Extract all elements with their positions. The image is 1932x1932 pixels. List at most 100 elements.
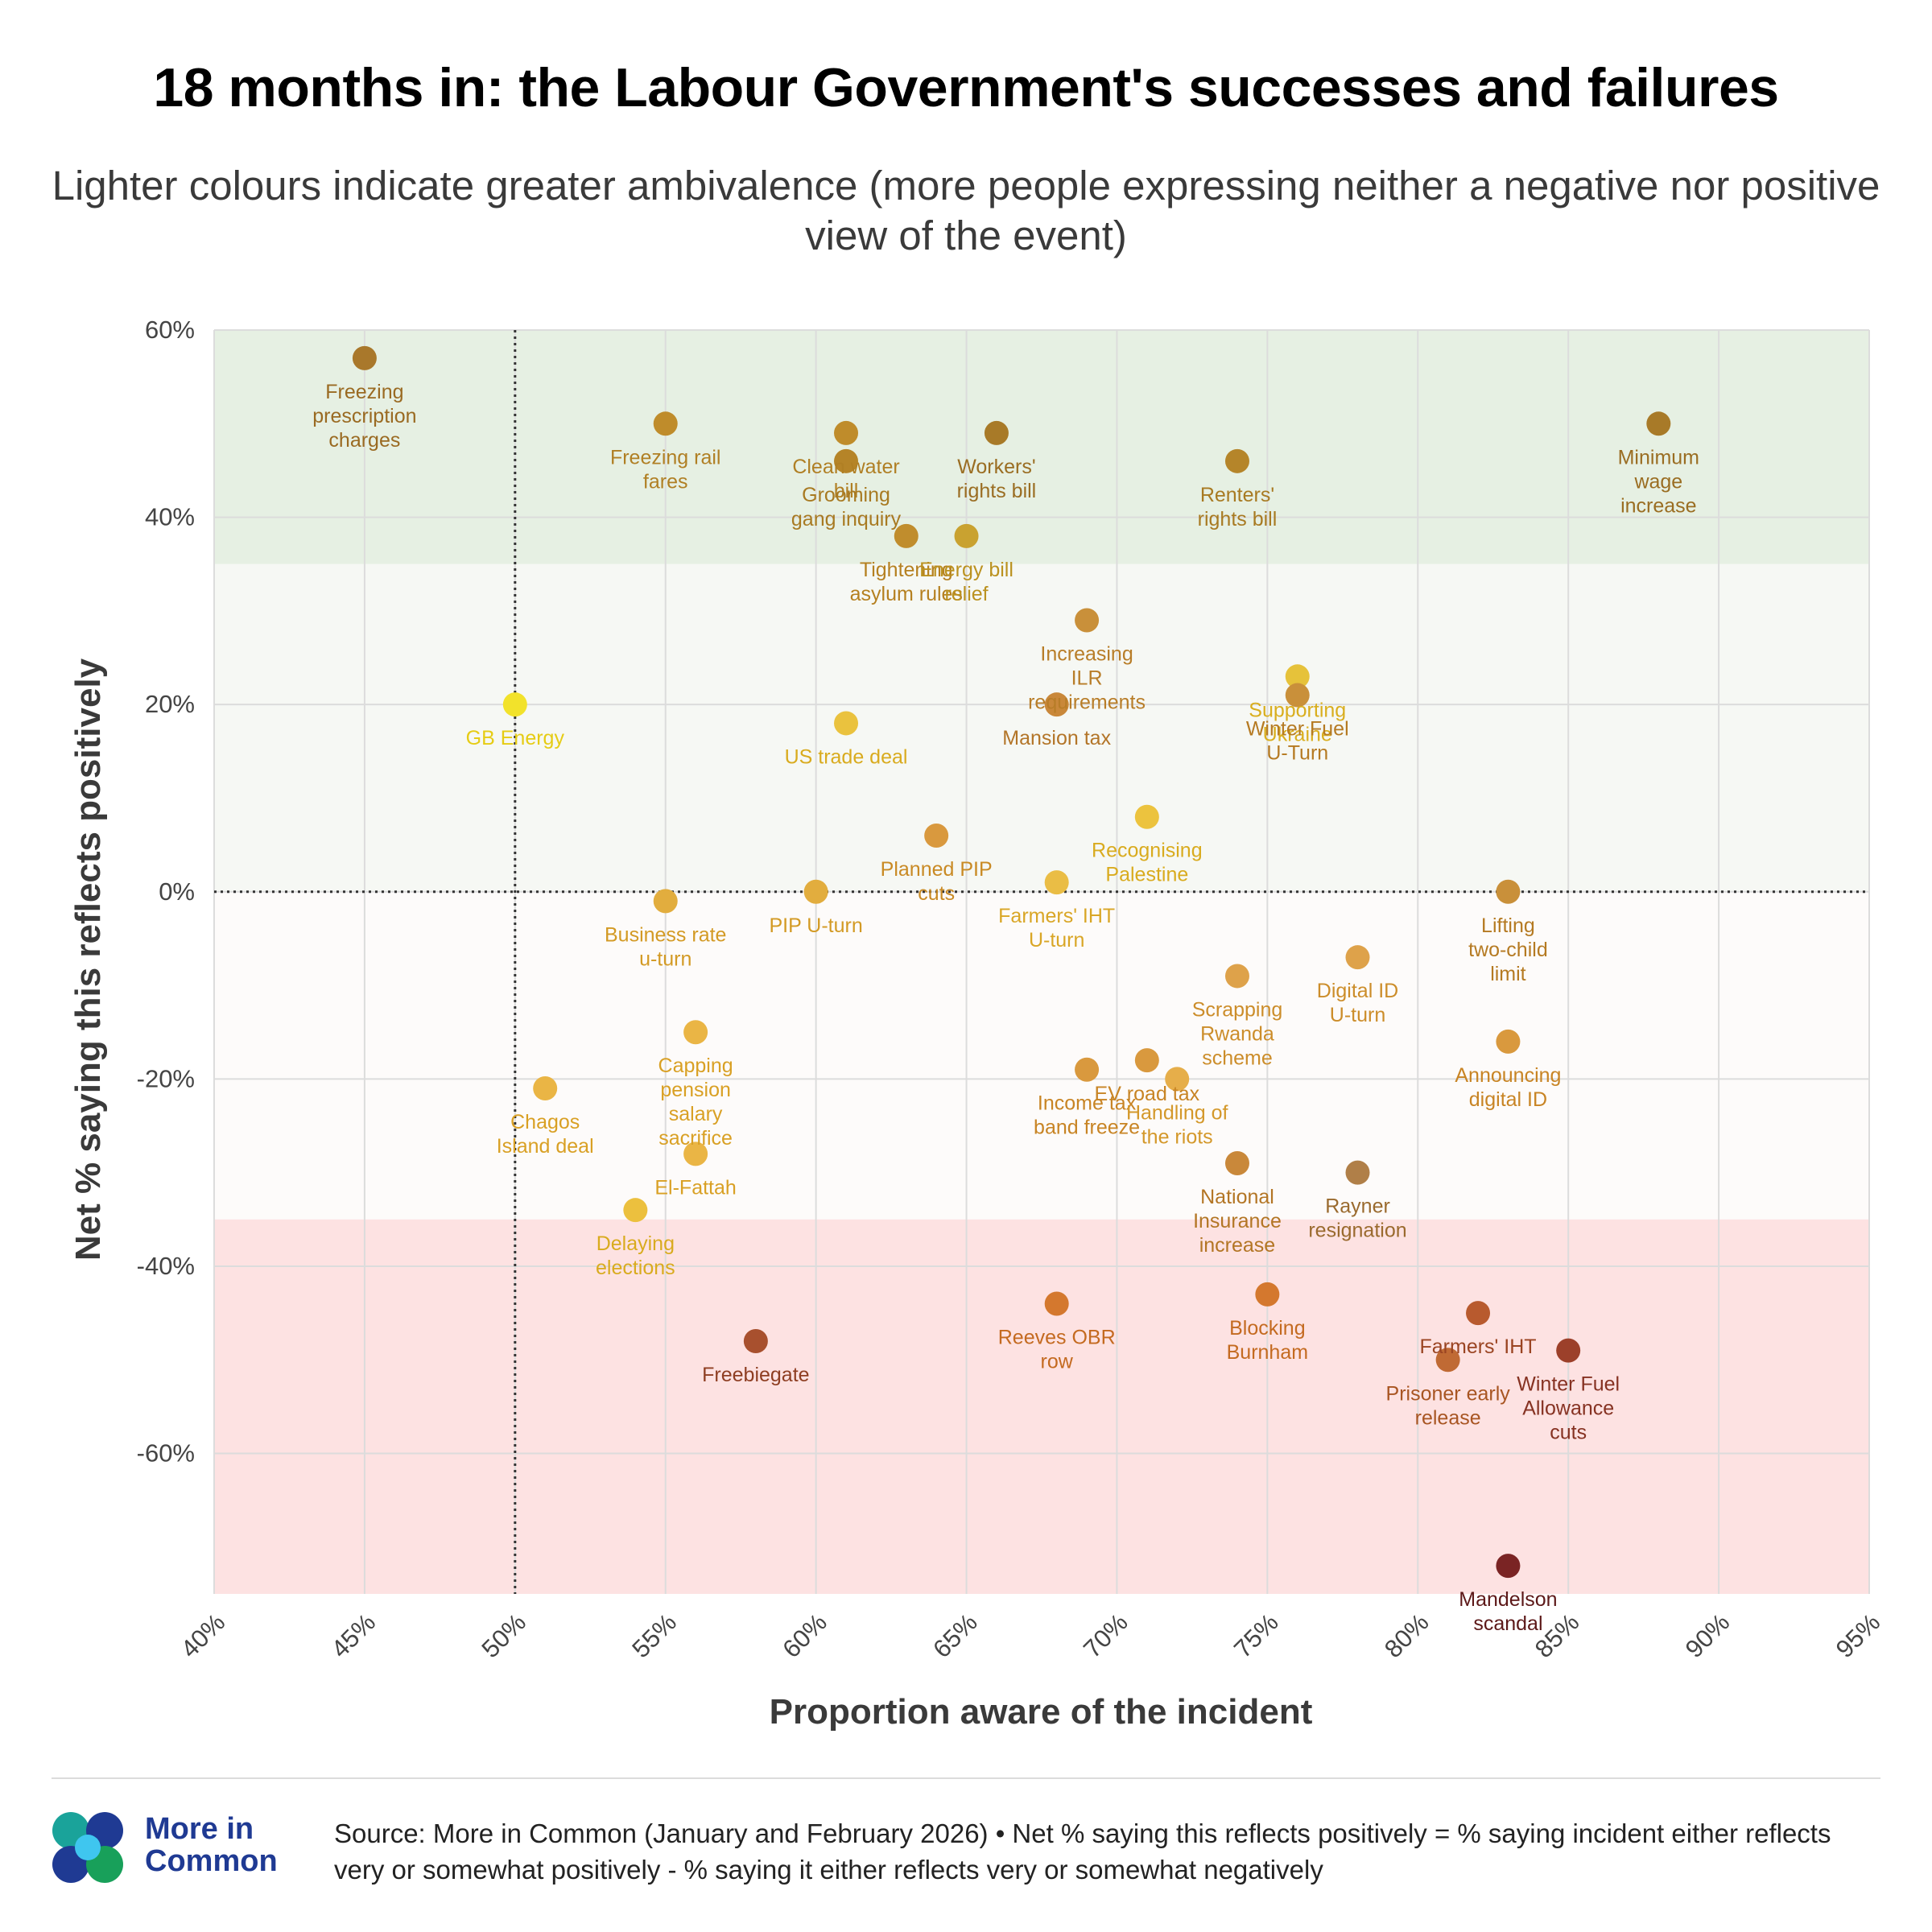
point-label-line: asylum rules [850, 583, 963, 605]
point-label-line: charges [328, 429, 400, 452]
data-point [743, 1329, 768, 1353]
point-label: Chagos Island deal [497, 1111, 594, 1158]
data-point [683, 1141, 708, 1166]
page-title: 18 months in: the Labour Government's su… [153, 57, 1779, 118]
point-label-line: requirements [1028, 691, 1146, 714]
data-point [1255, 1282, 1280, 1307]
point-label: Farmers' IHT [1420, 1335, 1537, 1358]
point-label: Mandelson scandal [1459, 1588, 1557, 1635]
point-label-line: elections [596, 1257, 675, 1279]
point-label: Tightening asylum rules [850, 559, 963, 605]
point-label: Recognising Palestine [1092, 840, 1203, 886]
x-tick-label: 95% [1831, 1608, 1886, 1664]
more-in-common-logo-icon [52, 1812, 123, 1883]
point-label-line: Winter Fuel [1246, 718, 1349, 741]
point-label-line: prescription [312, 405, 416, 427]
point-label-line: scheme [1202, 1046, 1273, 1069]
point-labels: Freezing prescription charges Freezing rail… [312, 381, 1699, 1635]
y-tick-label: -60% [137, 1439, 195, 1468]
data-point [683, 1020, 708, 1045]
point-label-line: increase [1620, 494, 1697, 517]
point-label-line: Renters' [1200, 484, 1274, 506]
point-label-line: Blocking [1229, 1317, 1306, 1340]
band-negative [214, 1219, 1869, 1594]
point-label: Business rate u-turn [605, 923, 726, 970]
point-label-line: Tightening [860, 559, 953, 581]
data-point [1556, 1338, 1581, 1363]
point-label-line: pension [660, 1079, 731, 1101]
point-label: National Insurance increase [1193, 1186, 1282, 1257]
x-tick-label: 90% [1680, 1608, 1736, 1664]
point-label: Announcing digital ID [1455, 1064, 1561, 1111]
point-label-line: Freebiegate [702, 1364, 809, 1386]
x-tick-label: 80% [1379, 1608, 1435, 1664]
brand-line-2: Common [145, 1844, 278, 1878]
point-label-line: Winter Fuel [1517, 1373, 1620, 1396]
point-label-line: salary [669, 1103, 723, 1125]
point-label: GB Energy [466, 727, 565, 749]
point-label-line: cuts [1550, 1422, 1587, 1444]
data-point [1285, 683, 1310, 708]
point-label-line: Freezing [325, 381, 403, 403]
point-label-line: Increasing [1040, 643, 1133, 666]
point-label: Blocking Burnham [1227, 1317, 1308, 1364]
data-point [1224, 964, 1249, 989]
point-label-line: row [1041, 1350, 1074, 1373]
point-label-line: limit [1490, 963, 1525, 985]
data-point [653, 411, 678, 436]
point-label-line: U-Turn [1266, 742, 1328, 765]
data-point [653, 889, 678, 914]
point-label-line: EV road tax [1095, 1083, 1200, 1105]
x-tick-label: 60% [777, 1608, 832, 1664]
point-label: US trade deal [785, 745, 908, 768]
point-label: Winter Fuel U-Turn [1246, 718, 1349, 765]
point-label: Clean water bill [792, 456, 899, 502]
x-tick-label: 55% [626, 1608, 682, 1664]
point-label-line: scandal [1473, 1612, 1542, 1635]
point-label-line: two-child [1468, 939, 1548, 961]
point-label-line: Reeves OBR [998, 1326, 1116, 1348]
point-label-line: Freezing rail [610, 446, 721, 469]
y-tick-label: -20% [137, 1064, 195, 1092]
source-note: Source: More in Common (January and Febr… [334, 1818, 1831, 1885]
data-point [803, 879, 828, 904]
point-label-line: release [1415, 1406, 1481, 1429]
point-label-line: Insurance [1193, 1210, 1282, 1232]
x-tick-label: 75% [1228, 1608, 1284, 1664]
point-label-line: Planned PIP [881, 858, 993, 881]
data-point [894, 523, 919, 548]
point-label-line: Scrapping [1192, 998, 1283, 1021]
point-label-line: Announcing [1455, 1064, 1561, 1087]
point-label-line: Prisoner early [1386, 1382, 1511, 1405]
data-point [1044, 1291, 1069, 1316]
x-tick-label: 65% [927, 1608, 983, 1664]
point-label: Farmers' IHT U-turn [998, 905, 1115, 952]
data-point [1285, 664, 1310, 689]
point-label-line: Energy bill [919, 559, 1013, 581]
gridlines [213, 329, 1870, 1594]
reference-lines [214, 330, 1869, 1594]
point-label-line: Delaying [597, 1232, 675, 1255]
point-label-line: the riots [1141, 1125, 1213, 1148]
point-label-line: PIP U-turn [770, 914, 863, 937]
x-tick-labels: 40% 45% 50% 55% 60% 65% 70% 75% 80% 85% 90% 95% [175, 1608, 1886, 1664]
point-label: Mansion tax [1002, 727, 1111, 749]
point-label: Freebiegate [702, 1364, 809, 1386]
x-axis-title: Proportion aware of the incident [770, 1692, 1313, 1732]
y-axis-title: Net % saying this reflects positively [68, 658, 108, 1261]
point-label-line: Supporting [1249, 699, 1346, 721]
brand-line-1: More in [145, 1812, 254, 1846]
point-label-line: Mandelson [1459, 1588, 1557, 1611]
point-label-line: wage [1633, 470, 1682, 493]
data-point [1075, 608, 1100, 633]
footer-divider [52, 1777, 1880, 1779]
chart-subtitle: Lighter colours indicate greater ambival… [52, 163, 1880, 258]
data-point [1646, 411, 1671, 436]
point-label-line: Farmers' IHT [1420, 1335, 1537, 1358]
x-tick-label: 45% [326, 1608, 382, 1664]
point-label-line: Palestine [1105, 864, 1188, 886]
data-point [1224, 1151, 1249, 1176]
point-label: Freezing prescription charges [312, 381, 416, 452]
data-point [533, 1076, 558, 1100]
